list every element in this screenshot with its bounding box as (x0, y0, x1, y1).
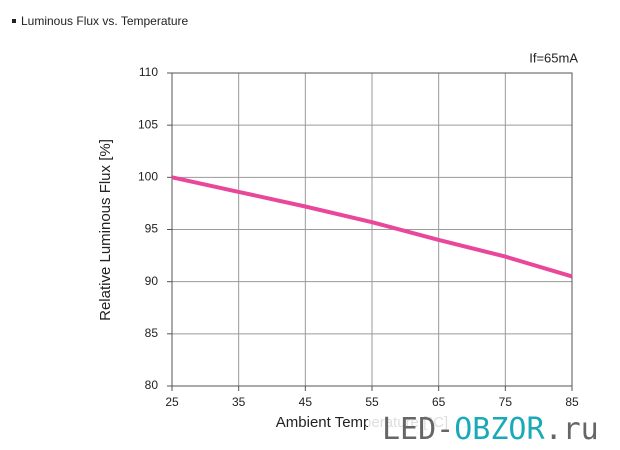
chart-title: Luminous Flux vs. Temperature (21, 14, 189, 28)
watermark-part: LED- (382, 412, 454, 447)
x-tick-label: 65 (432, 395, 446, 409)
x-tick-label: 75 (499, 395, 513, 409)
plot-area: 80 85 90 95 100 105 110 25 35 45 55 65 75 85 (138, 65, 579, 409)
y-tick-label: 100 (138, 170, 158, 184)
x-tick-label: 55 (365, 395, 379, 409)
y-tick-label: 95 (145, 222, 159, 236)
y-tick-label: 105 (138, 117, 158, 131)
x-tick-label: 35 (232, 395, 246, 409)
watermark-part: OBZOR (454, 412, 545, 447)
plot-border (171, 72, 573, 387)
x-tick-label: 85 (565, 395, 579, 409)
x-tick-label: 25 (165, 395, 179, 409)
data-line (171, 175, 573, 279)
y-tick-label: 110 (139, 65, 158, 79)
watermark-part: .ru (545, 412, 599, 447)
y-tick-label: 90 (145, 274, 159, 288)
title-bullet (12, 19, 16, 23)
y-axis-label: Relative Luminous Flux [%] (97, 139, 114, 321)
annotation: If=65mA (529, 50, 578, 65)
x-tick-label: 45 (299, 395, 313, 409)
watermark-bg (368, 408, 618, 448)
watermark: LED-OBZOR.ru (382, 412, 599, 447)
y-tick-label: 80 (145, 378, 159, 392)
y-tick-label: 85 (145, 326, 159, 340)
